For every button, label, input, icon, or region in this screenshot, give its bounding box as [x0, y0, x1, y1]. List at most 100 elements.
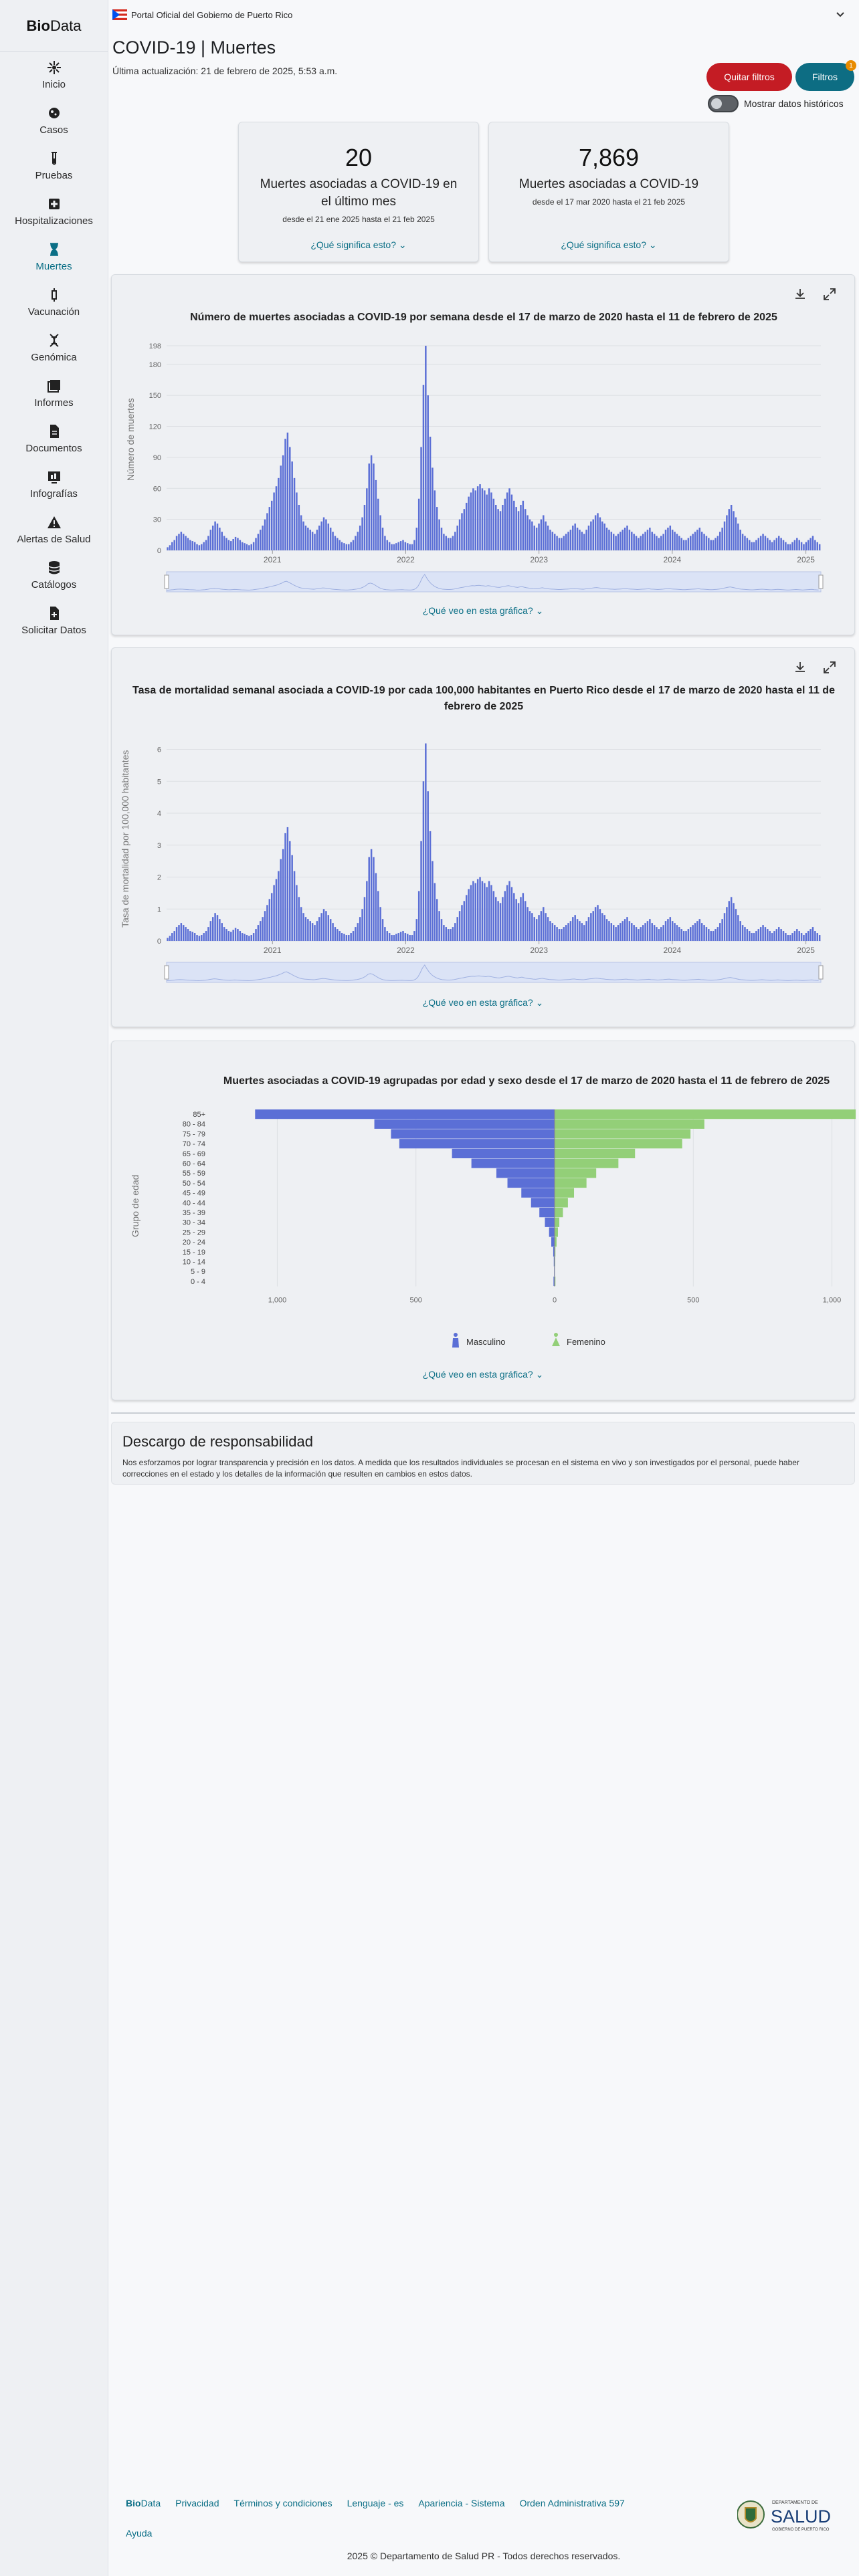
data-bar: [379, 515, 381, 550]
data-bar: [791, 933, 793, 941]
data-bar: [370, 849, 373, 941]
gov-banner[interactable]: Portal Oficial del Gobierno de Puerto Ri…: [108, 0, 859, 29]
data-bar: [599, 517, 601, 550]
footer-link-terms[interactable]: Términos y condiciones: [233, 2498, 332, 2508]
data-bar: [289, 841, 291, 941]
what-do-i-see-link[interactable]: ¿Qué veo en esta gráfica? ⌄: [422, 605, 544, 616]
data-bar: [443, 925, 445, 941]
data-bar: [193, 542, 196, 550]
data-bar: [345, 544, 348, 550]
bar-male: [551, 1237, 555, 1247]
data-bar: [656, 927, 658, 941]
sidebar-item-vacunaci-n[interactable]: Vacunación: [0, 280, 108, 325]
y-tick-label: 5 - 9: [191, 1268, 205, 1276]
data-bar: [646, 530, 649, 550]
data-bar: [278, 477, 280, 550]
sidebar-item-casos[interactable]: Casos: [0, 98, 108, 143]
x-tick-label: 500: [687, 1297, 699, 1305]
data-bar: [280, 465, 282, 550]
y-tick-label: 198: [149, 342, 161, 350]
data-bar: [739, 921, 741, 941]
data-bar: [814, 931, 816, 941]
data-bar: [314, 534, 316, 550]
download-icon[interactable]: [793, 660, 807, 675]
data-bar: [481, 881, 484, 941]
data-bar: [486, 494, 488, 550]
y-tick-label: 70 - 74: [183, 1140, 205, 1148]
sidebar-item-alertas-de-salud[interactable]: Alertas de Salud: [0, 507, 108, 552]
data-bar: [479, 877, 481, 941]
data-bar: [733, 903, 735, 941]
data-bar: [726, 907, 728, 941]
y-tick-label: 5: [157, 778, 161, 786]
footer-link-appearance[interactable]: Apariencia - Sistema: [418, 2498, 505, 2508]
what-do-i-see-link[interactable]: ¿Qué veo en esta gráfica? ⌄: [422, 1369, 544, 1380]
mortality-rate-chart[interactable]: 0 1 2 3 4 5 6 2021 2022 2023 2024 2025: [112, 648, 856, 1028]
sidebar-item-muertes[interactable]: Muertes: [0, 234, 108, 280]
download-icon[interactable]: [793, 287, 807, 302]
data-bar: [264, 519, 266, 550]
x-tick-label: 2023: [530, 946, 548, 955]
data-bar: [671, 530, 674, 550]
age-sex-chart-card: Muertes asociadas a COVID-19 agrupadas p…: [111, 1041, 856, 1401]
sidebar-item-informes[interactable]: Informes: [0, 370, 108, 416]
sidebar-item-inicio[interactable]: Inicio: [0, 52, 108, 98]
clear-filters-button[interactable]: Quitar filtros: [706, 63, 792, 91]
data-bar: [230, 541, 232, 550]
footer-brand-link[interactable]: BioData: [126, 2498, 161, 2508]
footer-link-privacy[interactable]: Privacidad: [175, 2498, 219, 2508]
virus-icon: [45, 105, 63, 121]
reports-icon: [45, 378, 63, 394]
bar-female: [555, 1227, 558, 1237]
data-bar: [744, 927, 746, 941]
data-bar: [417, 891, 420, 941]
what-do-i-see-link[interactable]: ¿Qué veo en esta gráfica? ⌄: [422, 997, 544, 1008]
footer-link-language[interactable]: Lenguaje - es: [347, 2498, 404, 2508]
historic-data-toggle[interactable]: [708, 95, 739, 112]
brand-logo[interactable]: Bio Data: [0, 0, 108, 52]
sidebar-item-pruebas[interactable]: Pruebas: [0, 143, 108, 189]
sidebar-item-label: Vacunación: [27, 306, 80, 318]
bar-male: [399, 1139, 555, 1149]
data-bar: [411, 935, 413, 941]
data-bar: [809, 929, 812, 941]
data-bar: [316, 921, 318, 941]
weekly-deaths-chart[interactable]: 0 30 60 90 120 150 180 198 2021 2022 2023 2024 2025: [112, 275, 856, 636]
what-does-this-mean-link[interactable]: ¿Qué significa esto? ⌄: [561, 239, 657, 250]
expand-icon[interactable]: [822, 287, 837, 302]
data-bar: [470, 492, 472, 550]
sidebar-item-solicitar-datos[interactable]: Solicitar Datos: [0, 598, 108, 643]
data-bar: [270, 893, 273, 941]
sidebar-item-documentos[interactable]: Documentos: [0, 416, 108, 461]
data-bar: [341, 933, 343, 941]
sidebar-item-cat-logos[interactable]: Catálogos: [0, 552, 108, 598]
data-bar: [244, 934, 246, 941]
sidebar-item-gen-mica[interactable]: Genómica: [0, 325, 108, 370]
data-bar: [343, 934, 345, 941]
y-tick-label: 0: [157, 547, 161, 555]
data-bar: [676, 534, 678, 550]
chevron-down-icon[interactable]: [835, 9, 846, 19]
data-bar: [569, 530, 572, 550]
sidebar-item-hospitalizaciones[interactable]: Hospitalizaciones: [0, 189, 108, 234]
x-tick-label: 2023: [530, 555, 548, 564]
data-bar: [318, 917, 320, 941]
sidebar-item-infograf-as[interactable]: Infografías: [0, 461, 108, 507]
data-bar: [640, 927, 642, 941]
data-bar: [524, 509, 527, 550]
data-bar: [746, 929, 749, 941]
data-bar: [211, 917, 214, 941]
footer-link-help[interactable]: Ayuda: [126, 2528, 153, 2539]
data-bar: [628, 530, 631, 550]
data-bar: [561, 929, 563, 941]
expand-icon[interactable]: [822, 660, 837, 675]
footer-link-order[interactable]: Orden Administrativa 597: [519, 2498, 625, 2508]
data-bar: [585, 921, 587, 941]
data-bar: [293, 871, 296, 941]
data-bar: [255, 929, 257, 941]
filters-button[interactable]: Filtros: [795, 63, 854, 91]
data-bar: [789, 935, 791, 941]
what-does-this-mean-link[interactable]: ¿Qué significa esto? ⌄: [310, 239, 407, 250]
data-bar: [252, 542, 255, 550]
